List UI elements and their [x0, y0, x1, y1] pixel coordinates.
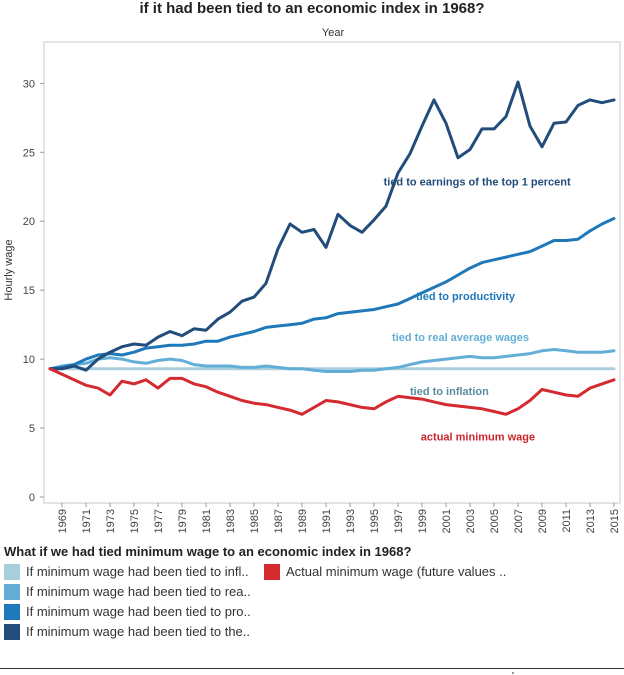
x-tick-label: 1983: [225, 509, 237, 533]
y-axis-label: Hourly wage: [3, 239, 15, 300]
y-tick-label: 20: [23, 216, 35, 228]
chart-title: if it had been tied to an economic index…: [139, 0, 485, 17]
x-tick-label: 2011: [561, 509, 573, 533]
x-tick-label: 2005: [489, 509, 501, 533]
x-tick-label: 2015: [609, 509, 621, 533]
series-annotation-3: tied to earnings of the top 1 percent: [384, 176, 571, 188]
x-tick-label: 1999: [417, 509, 429, 533]
legend-label-productivity: If minimum wage had been tied to pro..: [26, 604, 251, 619]
legend-label-top1: If minimum wage had been tied to the..: [26, 624, 251, 639]
legend-swatch-actual: [264, 564, 280, 580]
legend-swatch-top1: [4, 624, 20, 640]
series-line-2: [48, 217, 616, 371]
y-tick-label: 0: [29, 492, 35, 504]
y-tick-label: 15: [23, 285, 35, 297]
series-line-3: [48, 80, 616, 372]
legend-swatch-productivity: [4, 604, 20, 620]
series-annotation-4: actual minimum wage: [421, 431, 535, 443]
x-tick-label: 1971: [81, 509, 93, 533]
x-tick-label: 1995: [369, 509, 381, 533]
legend-label-inflation: If minimum wage had been tied to infl..: [26, 564, 249, 579]
legend-title: What if we had tied minimum wage to an e…: [4, 544, 412, 559]
x-tick-label: 2007: [513, 509, 525, 533]
y-tick-label: 5: [29, 423, 35, 435]
x-tick-label: 1997: [393, 509, 405, 533]
series-annotation-1: tied to real average wages: [392, 332, 529, 344]
series-annotation-0: tied to inflation: [410, 386, 489, 398]
series-line-4: [48, 367, 616, 416]
y-tick-label: 30: [23, 78, 35, 90]
x-tick-label: 1989: [297, 509, 309, 533]
x-tick-label: 1979: [177, 509, 189, 533]
bottom-marker: [512, 672, 514, 674]
x-tick-label: 1969: [57, 509, 69, 533]
x-tick-label: 1973: [105, 509, 117, 533]
x-tick-label: 1981: [201, 509, 213, 533]
x-tick-label: 2009: [537, 509, 549, 533]
legend-swatch-inflation: [4, 564, 20, 580]
line-chart: Year Hourly wage 0 5 10 15 20 25 30 1969 1971 19…: [3, 27, 621, 533]
y-tick-label: 25: [23, 147, 35, 159]
plot-area: [43, 41, 621, 504]
legend-label-actual: Actual minimum wage (future values ..: [286, 564, 507, 579]
legend-swatch-real-wages: [4, 584, 20, 600]
x-tick-label: 1987: [273, 509, 285, 533]
x-tick-label: 2003: [465, 509, 477, 533]
x-tick-label: 1975: [129, 509, 141, 533]
y-tick-label: 10: [23, 354, 35, 366]
legend-label-real-wages: If minimum wage had been tied to rea..: [26, 584, 251, 599]
x-tick-label: 1977: [153, 509, 165, 533]
x-tick-label: 1993: [345, 509, 357, 533]
bottom-divider: [0, 668, 624, 669]
x-tick-label: 1991: [321, 509, 333, 533]
x-tick-label: 2001: [441, 509, 453, 533]
series-line-1: [48, 348, 616, 373]
x-tick-label: 2013: [585, 509, 597, 533]
x-tick-label: 1985: [249, 509, 261, 533]
series-annotation-2: tied to productivity: [416, 291, 516, 303]
top-axis-label: Year: [322, 27, 345, 39]
